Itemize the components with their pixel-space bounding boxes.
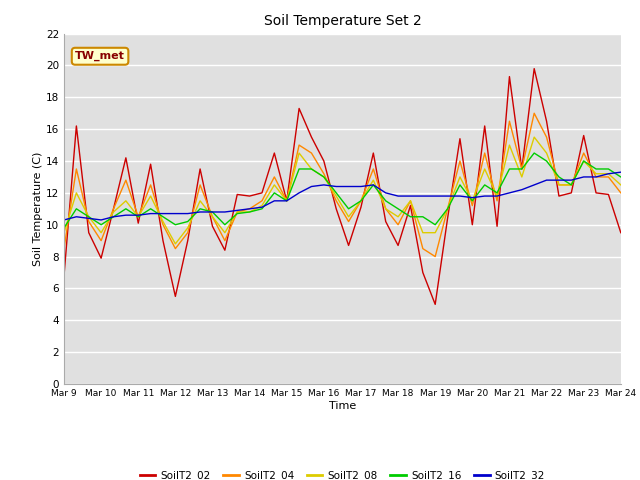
Y-axis label: Soil Temperature (C): Soil Temperature (C) [33,152,43,266]
Legend: SoilT2_02, SoilT2_04, SoilT2_08, SoilT2_16, SoilT2_32: SoilT2_02, SoilT2_04, SoilT2_08, SoilT2_… [136,466,549,480]
Text: TW_met: TW_met [75,51,125,61]
Title: Soil Temperature Set 2: Soil Temperature Set 2 [264,14,421,28]
X-axis label: Time: Time [329,401,356,410]
